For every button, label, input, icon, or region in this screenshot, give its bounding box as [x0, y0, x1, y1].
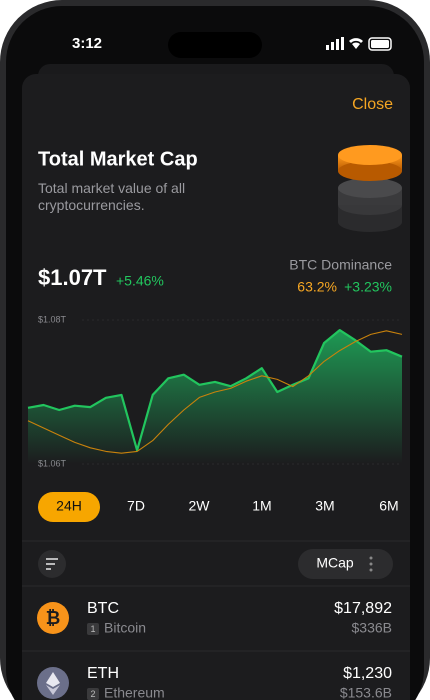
- timeframe-tab[interactable]: 7D: [127, 498, 145, 514]
- timeframe-tab[interactable]: 2W: [189, 498, 211, 514]
- dominance-label: BTC Dominance: [289, 257, 392, 273]
- coin-price: $17,892: [334, 600, 392, 617]
- sort-label: MCap: [316, 555, 354, 571]
- rank-badge: [87, 688, 99, 700]
- more-dots: [369, 556, 373, 572]
- market-cap-value: $1.07T: [38, 265, 107, 290]
- coin-symbol: ETH: [87, 665, 119, 682]
- dominance-change: +3.23%: [344, 279, 392, 295]
- dominance-value: 63.2%: [297, 279, 337, 295]
- rank-badge: [87, 623, 99, 635]
- subtitle: Total market value of all cryptocurrenci…: [38, 180, 186, 213]
- timeframe-active[interactable]: [38, 492, 100, 522]
- sort-icon: [46, 558, 58, 570]
- svg-text:₿: ₿: [46, 608, 61, 628]
- status-time: 3:12: [72, 35, 102, 52]
- market-cap-change: +5.46%: [116, 273, 164, 289]
- series-line: [27, 329, 403, 452]
- coin-rank: 1: [90, 624, 95, 634]
- timeframe-tab[interactable]: 3M: [315, 498, 334, 514]
- stack-icon: [338, 145, 402, 232]
- timeframe-tab[interactable]: 24H: [56, 498, 82, 514]
- sort-pill[interactable]: [298, 549, 393, 579]
- dynamic-island: [168, 32, 262, 58]
- subtitle-box: Total market value of all cryptocurrenci…: [38, 180, 186, 213]
- area: [28, 330, 402, 464]
- coin-name: Bitcoin: [104, 620, 146, 636]
- close-button[interactable]: Close: [352, 96, 393, 113]
- coin-price: $1,230: [343, 665, 392, 682]
- series-line: [27, 330, 403, 454]
- coin-rank: 2: [90, 689, 95, 699]
- timeframe-tab[interactable]: 1M: [252, 498, 271, 514]
- eth-icon: [37, 667, 69, 699]
- btc-icon: ₿: [37, 602, 69, 634]
- coin-name: Ethereum: [104, 685, 165, 700]
- coin-mcap: $153.6B: [340, 685, 392, 700]
- coin-symbol: BTC: [87, 600, 119, 617]
- y-tick-label: $1.08T: [38, 314, 67, 324]
- title: Total Market Cap: [38, 148, 198, 170]
- timeframe-tab[interactable]: 6M: [379, 498, 398, 514]
- coin-mcap: $336B: [352, 620, 392, 636]
- status-icons: [326, 37, 392, 51]
